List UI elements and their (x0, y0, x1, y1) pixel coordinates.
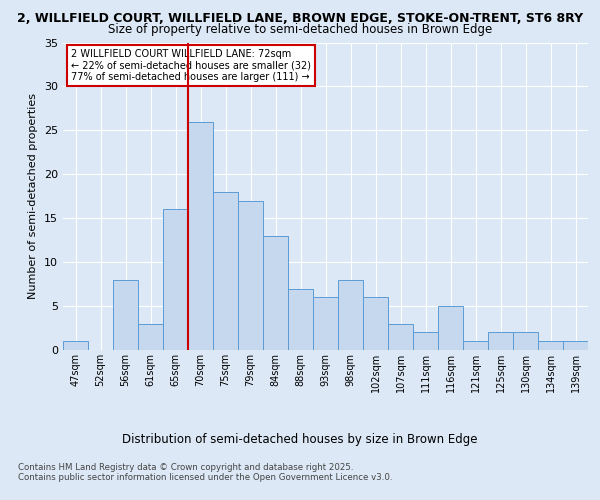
Bar (513, 332, 538, 350)
Text: Size of property relative to semi-detached houses in Brown Edge: Size of property relative to semi-detach… (108, 22, 492, 36)
Y-axis label: Number of semi-detached properties: Number of semi-detached properties (28, 93, 38, 299)
Text: Contains HM Land Registry data © Crown copyright and database right 2025.: Contains HM Land Registry data © Crown c… (18, 462, 353, 471)
Bar (313, 298, 338, 350)
Bar (538, 341, 563, 350)
Bar (163, 210, 188, 350)
Bar (563, 341, 588, 350)
Text: Contains public sector information licensed under the Open Government Licence v3: Contains public sector information licen… (18, 472, 392, 482)
Bar (263, 236, 288, 350)
Bar (463, 341, 488, 350)
Bar (438, 306, 463, 350)
Bar (238, 200, 263, 350)
Text: Distribution of semi-detached houses by size in Brown Edge: Distribution of semi-detached houses by … (122, 432, 478, 446)
Bar (288, 288, 313, 350)
Bar (413, 332, 438, 350)
Bar (338, 280, 363, 350)
Bar (113, 280, 138, 350)
Bar (363, 298, 388, 350)
Bar (188, 122, 213, 350)
Text: 2 WILLFIELD COURT WILLFIELD LANE: 72sqm
← 22% of semi-detached houses are smalle: 2 WILLFIELD COURT WILLFIELD LANE: 72sqm … (71, 48, 311, 82)
Bar (138, 324, 163, 350)
Bar (488, 332, 513, 350)
Text: 2, WILLFIELD COURT, WILLFIELD LANE, BROWN EDGE, STOKE-ON-TRENT, ST6 8RY: 2, WILLFIELD COURT, WILLFIELD LANE, BROW… (17, 12, 583, 26)
Bar (213, 192, 238, 350)
Bar (388, 324, 413, 350)
Bar (63, 341, 88, 350)
